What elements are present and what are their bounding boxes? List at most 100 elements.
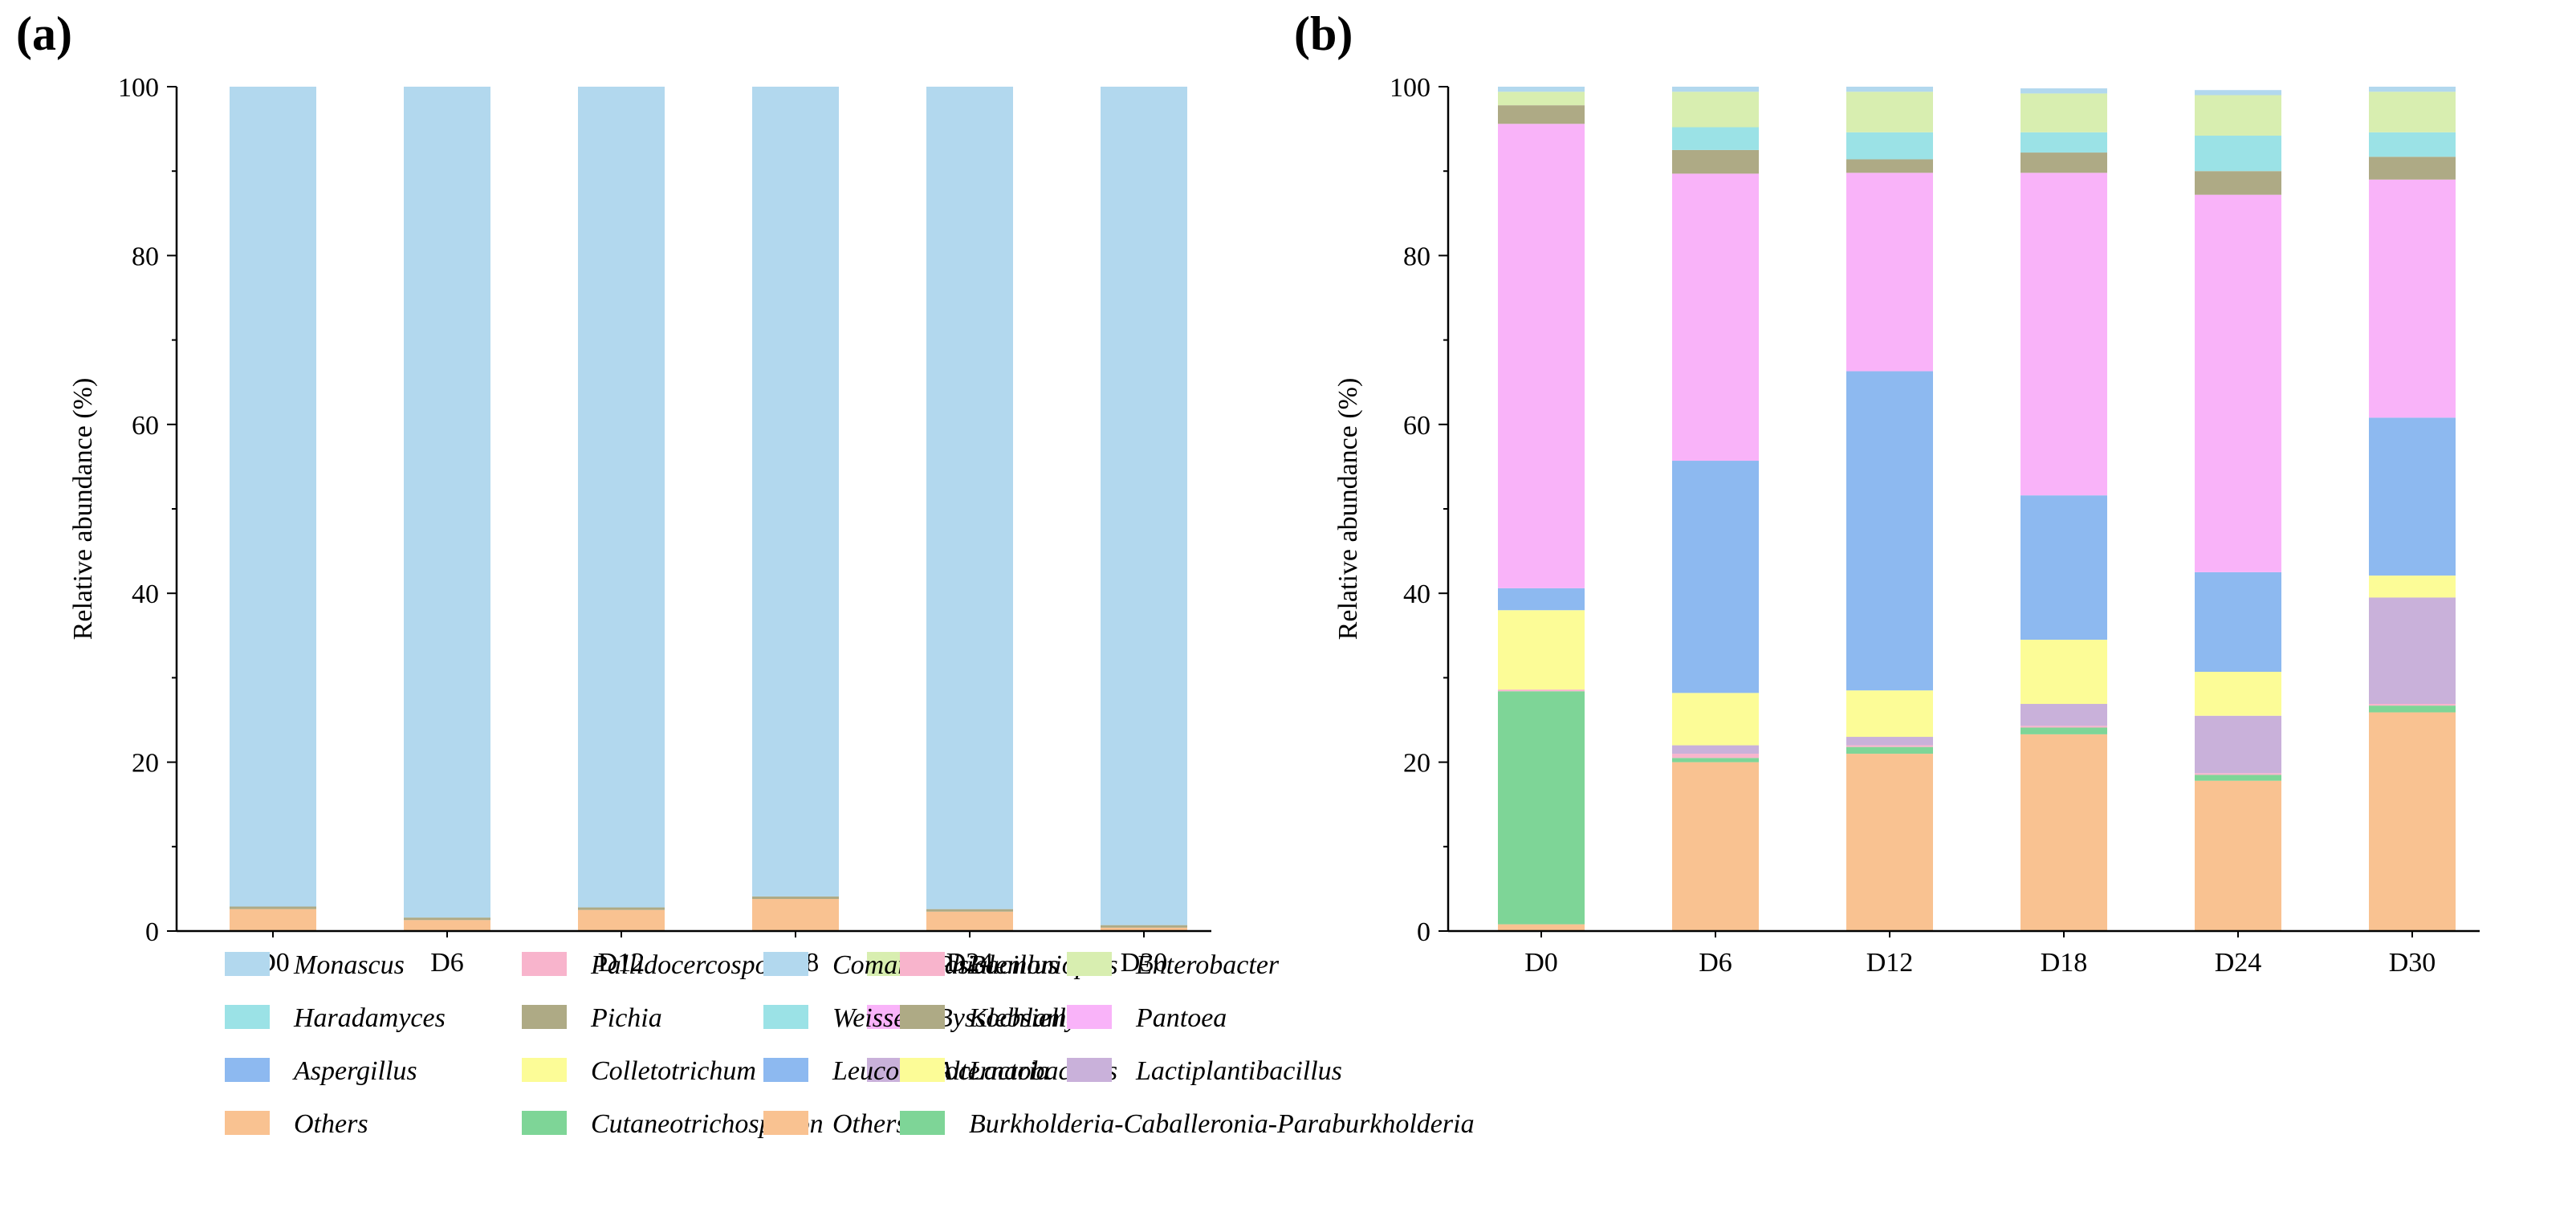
bar-segment — [404, 87, 490, 918]
bar-segment — [1101, 87, 1187, 925]
bar-segment — [230, 87, 316, 907]
bar-segment — [1846, 754, 1933, 931]
legend-label: Bacillus — [969, 950, 1058, 980]
bar-segment — [2369, 575, 2456, 598]
bar-segment — [1672, 745, 1759, 754]
bar-segment — [2195, 715, 2281, 774]
bar-segment — [2369, 704, 2456, 706]
y-tick-label: 20 — [132, 749, 159, 779]
bar-segment — [752, 899, 839, 931]
bar-segment — [2195, 780, 2281, 931]
legend-label: Burkholderia-Caballeronia-Paraburkholder… — [969, 1109, 1475, 1139]
bar-segment — [230, 906, 316, 909]
bar-segment — [2195, 95, 2281, 136]
y-axis-title: Relative abundance (%) — [68, 378, 98, 640]
bar-segment — [2369, 706, 2456, 713]
bar-segment — [2021, 173, 2107, 496]
legend-swatch — [522, 1111, 567, 1135]
bar-segment — [752, 896, 839, 900]
legend-swatch — [1067, 1005, 1112, 1029]
bar-segment — [404, 917, 490, 921]
bar-segment — [1498, 610, 1585, 690]
bar-segment — [2021, 704, 2107, 726]
bar-segment — [1498, 689, 1585, 692]
legend-label: Alternaria — [934, 1056, 1050, 1086]
bar-segment — [2195, 171, 2281, 195]
legend-label: Monascus — [293, 950, 405, 980]
bar-segment — [2195, 90, 2281, 96]
y-tick-label: 0 — [145, 917, 159, 947]
x-tick-label: D30 — [2389, 948, 2436, 978]
bar-segment — [2021, 495, 2107, 640]
bar-segment — [1846, 173, 1933, 372]
y-tick-label: 100 — [1390, 73, 1430, 103]
bar-segment — [926, 911, 1013, 931]
y-tick-label: 60 — [1403, 411, 1430, 441]
bar-segment — [2369, 712, 2456, 931]
bar-segment — [2369, 179, 2456, 418]
bar-segment — [2195, 571, 2281, 673]
bar-segment — [2195, 194, 2281, 572]
x-tick-label: D6 — [430, 948, 464, 978]
bar-segment — [1672, 762, 1759, 931]
bar-segment — [2369, 157, 2456, 180]
legend-swatch — [763, 1058, 808, 1082]
legend-label: Byssochlamys — [936, 1003, 1089, 1033]
bar-segment — [1498, 91, 1585, 106]
bar-segment — [2195, 775, 2281, 781]
bar-segment — [1846, 91, 1933, 132]
panel-a: (a) D0D6D12D18D24D30020406080100Relative… — [16, 7, 1211, 1139]
bar-segment — [578, 909, 665, 931]
bar-segment — [1846, 371, 1933, 691]
legend-swatch — [763, 1005, 808, 1029]
y-tick-label: 100 — [118, 73, 159, 103]
bar-segment — [1672, 758, 1759, 762]
legend-swatch — [900, 1111, 945, 1135]
panel-b: (b) D0 D6 D12 D18 D24 D30 0 20 40 60 80 100 Relative… — [763, 7, 2480, 1139]
bar-segment — [1498, 691, 1585, 925]
x-tick-label: D30 — [1121, 948, 1168, 978]
y-tick-label: 0 — [1417, 917, 1430, 947]
bar-segment — [230, 909, 316, 931]
legend-swatch — [900, 1058, 945, 1082]
bar-segment — [1672, 127, 1759, 150]
legend-label: Aspergillus — [292, 1056, 417, 1086]
bar-segment — [1101, 927, 1187, 931]
legend-swatch — [225, 952, 270, 976]
legend-swatch — [1067, 1058, 1112, 1082]
legend-label: Pallidocercospora — [590, 950, 793, 980]
x-tick-label: D0 — [1524, 948, 1558, 978]
legend-swatch — [763, 952, 808, 976]
x-tick-label: D24 — [946, 948, 994, 978]
bar-segment — [2195, 136, 2281, 172]
y-tick-label: 40 — [1403, 579, 1430, 609]
x-tick-label: D6 — [1699, 948, 1732, 978]
bar-segment — [1672, 87, 1759, 92]
bar-segment — [578, 907, 665, 910]
bar-segment — [1498, 924, 1585, 931]
legend-label: Others — [832, 1109, 907, 1139]
bar-segment — [2369, 91, 2456, 132]
legend-swatch — [1067, 952, 1112, 976]
bar-segment — [1498, 124, 1585, 588]
bar-segment — [1846, 745, 1933, 747]
bar-segment — [2021, 726, 2107, 728]
bar-segment — [1846, 132, 1933, 160]
bar-segment — [926, 87, 1013, 909]
panel-label: (b) — [1294, 7, 1353, 60]
legend-label: Pantoea — [1135, 1003, 1227, 1033]
legend-label: Lactiplantibacillus — [1135, 1056, 1342, 1086]
bar-segment — [1498, 87, 1585, 92]
bar-segment — [1846, 746, 1933, 754]
bar-segment — [1672, 173, 1759, 462]
bar-segment — [926, 909, 1013, 912]
bar-segment — [2021, 734, 2107, 931]
bar-segment — [2021, 88, 2107, 94]
y-tick-label: 20 — [1403, 749, 1430, 779]
y-tick-label: 60 — [132, 411, 159, 441]
y-tick-label: 80 — [1403, 242, 1430, 271]
legend-label: Klebsiella — [968, 1003, 1080, 1033]
legend-swatch — [900, 1005, 945, 1029]
legend-label: Haradamyces — [293, 1003, 446, 1033]
bar-segment — [2195, 773, 2281, 775]
